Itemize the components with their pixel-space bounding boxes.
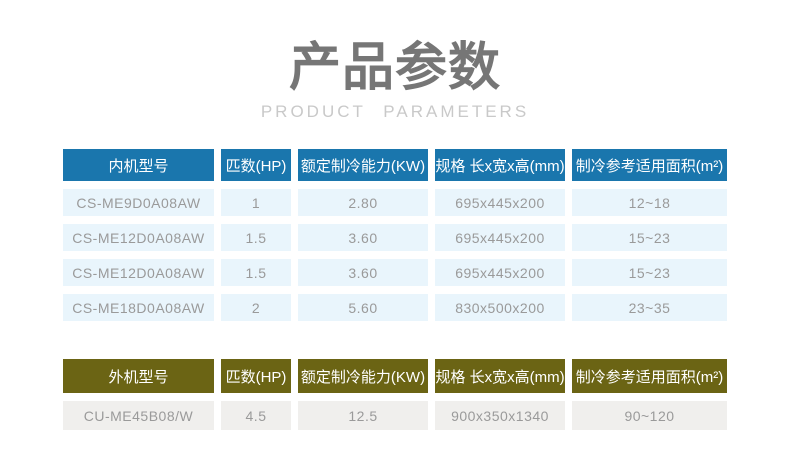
column-header: 规格 长x宽x高(mm) (435, 359, 565, 393)
table-cell: 23~35 (572, 294, 727, 321)
page-header: 产品参数 PRODUCT PARAMETERS (0, 0, 790, 122)
table-cell: 1.5 (221, 259, 291, 286)
table-cell: 2 (221, 294, 291, 321)
table-row: CS-ME12D0A08AW 1.5 3.60 695x445x200 15~23 (63, 224, 727, 251)
table-cell: 3.60 (298, 259, 428, 286)
table-cell: CS-ME12D0A08AW (63, 259, 214, 286)
page-subtitle: PRODUCT PARAMETERS (260, 102, 530, 121)
table-cell: 12.5 (298, 401, 428, 430)
table-cell: 2.80 (298, 189, 428, 216)
table-header-row: 内机型号 匹数(HP) 额定制冷能力(KW) 规格 长x宽x高(mm) 制冷参考适用面积… (63, 149, 727, 181)
table-row: CU-ME45B08/W 4.5 12.5 900x350x1340 90~120 (63, 401, 727, 430)
column-header: 内机型号 (63, 149, 214, 181)
table-cell: 5.60 (298, 294, 428, 321)
column-header: 规格 长x宽x高(mm) (435, 149, 565, 181)
table-cell: 1 (221, 189, 291, 216)
table-cell: 695x445x200 (435, 259, 565, 286)
column-header: 匹数(HP) (221, 359, 291, 393)
table-cell: 90~120 (572, 401, 727, 430)
table-cell: 12~18 (572, 189, 727, 216)
table-cell: 15~23 (572, 259, 727, 286)
outdoor-unit-spec-table: 外机型号 匹数(HP) 额定制冷能力(KW) 规格 长x宽x高(mm) 制冷参考适用面积… (63, 359, 727, 430)
column-header: 外机型号 (63, 359, 214, 393)
column-header: 额定制冷能力(KW) (298, 359, 428, 393)
table-header-row: 外机型号 匹数(HP) 额定制冷能力(KW) 规格 长x宽x高(mm) 制冷参考适用面积… (63, 359, 727, 393)
table-cell: 1.5 (221, 224, 291, 251)
column-header: 匹数(HP) (221, 149, 291, 181)
table-cell: 695x445x200 (435, 224, 565, 251)
column-header: 制冷参考适用面积(m²) (572, 149, 727, 181)
table-cell: CS-ME9D0A08AW (63, 189, 214, 216)
indoor-unit-spec-table: 内机型号 匹数(HP) 额定制冷能力(KW) 规格 长x宽x高(mm) 制冷参考适用面积… (63, 149, 727, 321)
table-row: CS-ME12D0A08AW 1.5 3.60 695x445x200 15~23 (63, 259, 727, 286)
table-cell: 695x445x200 (435, 189, 565, 216)
column-header: 制冷参考适用面积(m²) (572, 359, 727, 393)
table-cell: 3.60 (298, 224, 428, 251)
table-row: CS-ME9D0A08AW 1 2.80 695x445x200 12~18 (63, 189, 727, 216)
table-cell: 4.5 (221, 401, 291, 430)
page-title: 产品参数 (288, 39, 501, 97)
column-header: 额定制冷能力(KW) (298, 149, 428, 181)
table-cell: 830x500x200 (435, 294, 565, 321)
table-cell: CU-ME45B08/W (63, 401, 214, 430)
table-cell: 900x350x1340 (435, 401, 565, 430)
table-cell: CS-ME12D0A08AW (63, 224, 214, 251)
table-cell: CS-ME18D0A08AW (63, 294, 214, 321)
table-cell: 15~23 (572, 224, 727, 251)
table-row: CS-ME18D0A08AW 2 5.60 830x500x200 23~35 (63, 294, 727, 321)
